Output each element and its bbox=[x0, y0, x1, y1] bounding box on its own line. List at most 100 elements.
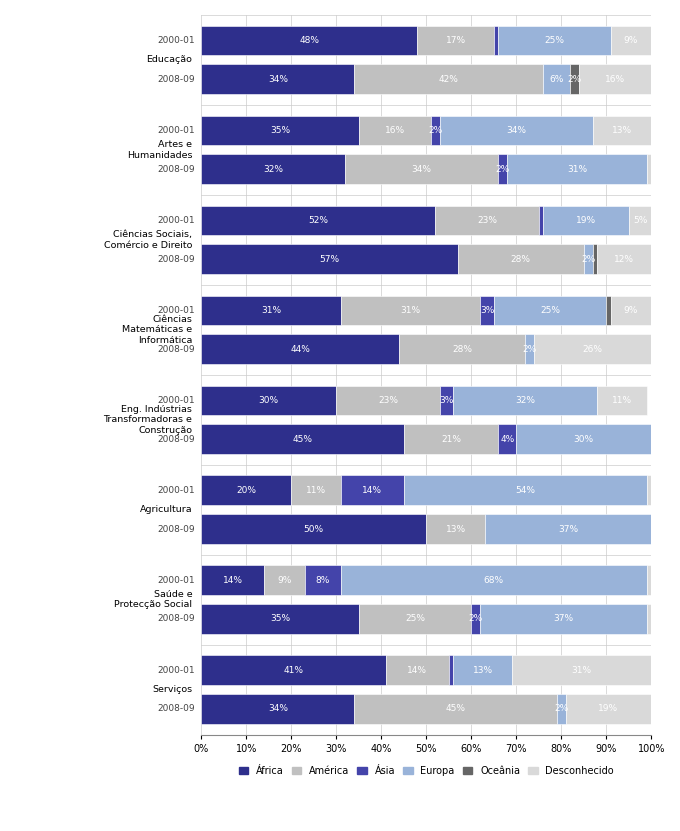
Bar bbox=[647, 604, 651, 634]
Text: 14%: 14% bbox=[223, 576, 243, 585]
Text: 34%: 34% bbox=[412, 165, 432, 174]
Bar bbox=[647, 565, 651, 595]
Text: 2%: 2% bbox=[428, 126, 443, 135]
Text: 21%: 21% bbox=[441, 435, 461, 444]
Text: 16%: 16% bbox=[605, 75, 626, 84]
Bar bbox=[354, 65, 543, 94]
Bar bbox=[579, 65, 651, 94]
Text: 2000-01: 2000-01 bbox=[157, 576, 194, 585]
Bar bbox=[291, 475, 341, 505]
Bar bbox=[458, 244, 583, 274]
Text: 52%: 52% bbox=[308, 216, 328, 225]
Text: 48%: 48% bbox=[299, 36, 320, 45]
Text: 34%: 34% bbox=[268, 75, 288, 84]
Text: 30%: 30% bbox=[258, 396, 279, 405]
Bar bbox=[543, 206, 629, 235]
Text: 25%: 25% bbox=[540, 306, 560, 315]
Text: 25%: 25% bbox=[405, 614, 425, 623]
Text: 35%: 35% bbox=[270, 126, 290, 135]
Text: 9%: 9% bbox=[277, 576, 292, 585]
Bar bbox=[399, 334, 525, 364]
Bar bbox=[597, 386, 647, 416]
Text: 50%: 50% bbox=[304, 524, 324, 534]
Bar bbox=[498, 155, 507, 184]
Bar bbox=[454, 656, 512, 685]
Bar bbox=[201, 334, 399, 364]
Bar bbox=[201, 694, 354, 724]
Text: 2008-09: 2008-09 bbox=[157, 165, 194, 174]
Text: 2000-01: 2000-01 bbox=[157, 666, 194, 675]
Bar bbox=[386, 656, 449, 685]
Text: 11%: 11% bbox=[306, 486, 326, 494]
Bar bbox=[611, 296, 651, 325]
Text: 2008-09: 2008-09 bbox=[157, 345, 194, 354]
Text: 8%: 8% bbox=[316, 576, 330, 585]
Bar bbox=[498, 425, 516, 454]
Bar bbox=[543, 65, 571, 94]
Bar bbox=[498, 26, 611, 56]
Bar bbox=[440, 386, 454, 416]
Bar bbox=[485, 514, 651, 543]
Text: 16%: 16% bbox=[385, 126, 405, 135]
Text: 2008-09: 2008-09 bbox=[157, 75, 194, 84]
Bar bbox=[359, 116, 430, 145]
Bar bbox=[512, 656, 651, 685]
Bar bbox=[201, 514, 426, 543]
Bar bbox=[583, 244, 593, 274]
Text: 31%: 31% bbox=[261, 306, 281, 315]
Bar bbox=[201, 65, 354, 94]
Bar bbox=[201, 296, 341, 325]
Bar bbox=[201, 386, 337, 416]
Bar bbox=[525, 334, 534, 364]
Text: 37%: 37% bbox=[558, 524, 578, 534]
Bar bbox=[201, 475, 291, 505]
Text: 32%: 32% bbox=[263, 165, 284, 174]
Text: 68%: 68% bbox=[483, 576, 504, 585]
Text: 31%: 31% bbox=[401, 306, 421, 315]
Bar bbox=[440, 116, 593, 145]
Bar bbox=[345, 155, 498, 184]
Bar bbox=[539, 206, 543, 235]
Text: 23%: 23% bbox=[477, 216, 497, 225]
Text: 2%: 2% bbox=[554, 705, 568, 713]
Text: 54%: 54% bbox=[515, 486, 535, 494]
Text: 45%: 45% bbox=[292, 435, 313, 444]
Text: 3%: 3% bbox=[439, 396, 454, 405]
Text: 19%: 19% bbox=[576, 216, 596, 225]
Text: 28%: 28% bbox=[511, 254, 531, 263]
Text: 2008-09: 2008-09 bbox=[157, 614, 194, 623]
Bar bbox=[454, 386, 597, 416]
Bar bbox=[480, 604, 647, 634]
Text: 2%: 2% bbox=[581, 254, 596, 263]
Bar bbox=[201, 116, 359, 145]
Bar bbox=[201, 425, 404, 454]
Bar bbox=[354, 694, 557, 724]
Text: 45%: 45% bbox=[445, 705, 466, 713]
Text: 2000-01: 2000-01 bbox=[157, 396, 194, 405]
Bar bbox=[418, 26, 494, 56]
Bar bbox=[647, 155, 651, 184]
Text: 13%: 13% bbox=[612, 126, 632, 135]
Text: 37%: 37% bbox=[554, 614, 573, 623]
Text: 34%: 34% bbox=[507, 126, 526, 135]
Bar bbox=[201, 604, 359, 634]
Bar bbox=[516, 425, 651, 454]
Bar bbox=[593, 116, 651, 145]
Text: 12%: 12% bbox=[614, 254, 634, 263]
Text: 17%: 17% bbox=[445, 36, 466, 45]
Text: 31%: 31% bbox=[567, 165, 587, 174]
Bar bbox=[611, 26, 651, 56]
Text: 2008-09: 2008-09 bbox=[157, 254, 194, 263]
Text: 2%: 2% bbox=[469, 614, 483, 623]
Text: 2000-01: 2000-01 bbox=[157, 306, 194, 315]
Text: 19%: 19% bbox=[598, 705, 619, 713]
Text: 57%: 57% bbox=[320, 254, 339, 263]
Text: 13%: 13% bbox=[445, 524, 466, 534]
Bar bbox=[557, 694, 566, 724]
Text: 30%: 30% bbox=[574, 435, 594, 444]
Bar bbox=[359, 604, 471, 634]
Bar bbox=[201, 26, 418, 56]
Bar bbox=[647, 475, 651, 505]
Text: 25%: 25% bbox=[545, 36, 564, 45]
Text: 28%: 28% bbox=[452, 345, 473, 354]
